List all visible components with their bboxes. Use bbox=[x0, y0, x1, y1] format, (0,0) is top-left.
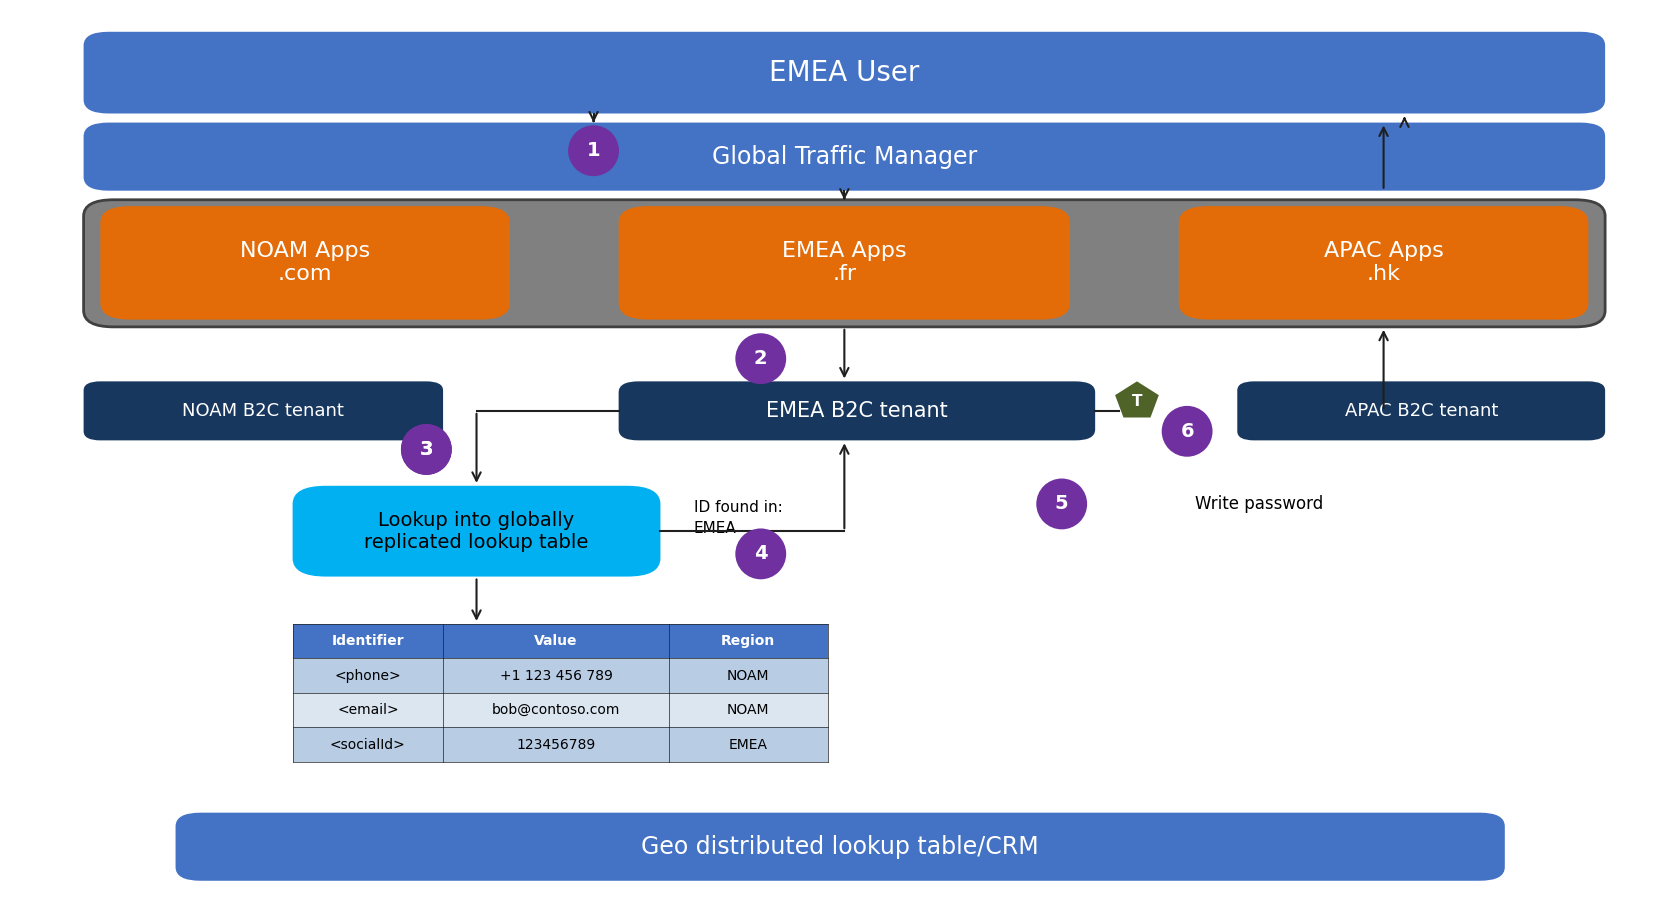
FancyBboxPatch shape bbox=[1179, 206, 1588, 320]
Text: NOAM Apps
.com: NOAM Apps .com bbox=[241, 242, 370, 284]
Text: APAC Apps
.hk: APAC Apps .hk bbox=[1324, 242, 1443, 284]
FancyBboxPatch shape bbox=[619, 206, 1070, 320]
Text: <phone>: <phone> bbox=[334, 668, 401, 683]
Text: <email>: <email> bbox=[338, 703, 398, 717]
FancyBboxPatch shape bbox=[84, 123, 1605, 191]
Ellipse shape bbox=[1037, 479, 1087, 529]
Ellipse shape bbox=[736, 528, 786, 579]
Text: Region: Region bbox=[721, 634, 776, 648]
Text: <socialId>: <socialId> bbox=[329, 737, 406, 752]
Text: Geo distributed lookup table/CRM: Geo distributed lookup table/CRM bbox=[642, 834, 1038, 859]
Text: 123456789: 123456789 bbox=[517, 737, 595, 752]
Text: NOAM B2C tenant: NOAM B2C tenant bbox=[182, 402, 344, 419]
Text: Lookup into globally
replicated lookup table: Lookup into globally replicated lookup t… bbox=[364, 510, 589, 552]
FancyBboxPatch shape bbox=[1237, 381, 1605, 440]
Text: 5: 5 bbox=[1055, 495, 1068, 513]
Text: 3: 3 bbox=[420, 440, 433, 459]
FancyBboxPatch shape bbox=[293, 486, 660, 577]
Text: +1 123 456 789: +1 123 456 789 bbox=[500, 668, 612, 683]
Text: T: T bbox=[1132, 394, 1142, 409]
Polygon shape bbox=[1115, 381, 1159, 418]
Text: EMEA Apps
.fr: EMEA Apps .fr bbox=[782, 242, 906, 284]
Text: EMEA: EMEA bbox=[729, 737, 767, 752]
Text: ID found in:
EMEA: ID found in: EMEA bbox=[694, 499, 782, 536]
Text: 1: 1 bbox=[587, 142, 600, 160]
Text: Global Traffic Manager: Global Traffic Manager bbox=[712, 144, 976, 169]
Text: 2: 2 bbox=[754, 350, 767, 368]
Ellipse shape bbox=[401, 424, 451, 475]
Text: 3: 3 bbox=[420, 440, 433, 459]
Text: NOAM: NOAM bbox=[727, 703, 769, 717]
Text: EMEA B2C tenant: EMEA B2C tenant bbox=[766, 400, 948, 421]
Ellipse shape bbox=[736, 333, 786, 384]
FancyBboxPatch shape bbox=[84, 32, 1605, 114]
Text: 6: 6 bbox=[1180, 422, 1194, 440]
FancyBboxPatch shape bbox=[176, 813, 1505, 881]
Text: Write password: Write password bbox=[1195, 495, 1324, 513]
FancyBboxPatch shape bbox=[293, 658, 828, 693]
Text: bob@contoso.com: bob@contoso.com bbox=[492, 703, 620, 717]
Text: Identifier: Identifier bbox=[331, 634, 405, 648]
Ellipse shape bbox=[401, 424, 451, 475]
FancyBboxPatch shape bbox=[293, 693, 828, 727]
FancyBboxPatch shape bbox=[84, 200, 1605, 327]
Text: Value: Value bbox=[533, 634, 579, 648]
FancyBboxPatch shape bbox=[293, 727, 828, 762]
FancyBboxPatch shape bbox=[293, 624, 828, 658]
Text: 4: 4 bbox=[754, 545, 767, 563]
Ellipse shape bbox=[568, 125, 619, 176]
Text: APAC B2C tenant: APAC B2C tenant bbox=[1344, 402, 1498, 419]
FancyBboxPatch shape bbox=[100, 206, 510, 320]
Text: EMEA User: EMEA User bbox=[769, 59, 920, 86]
FancyBboxPatch shape bbox=[619, 381, 1095, 440]
FancyBboxPatch shape bbox=[84, 381, 443, 440]
Ellipse shape bbox=[1162, 406, 1212, 457]
Text: NOAM: NOAM bbox=[727, 668, 769, 683]
